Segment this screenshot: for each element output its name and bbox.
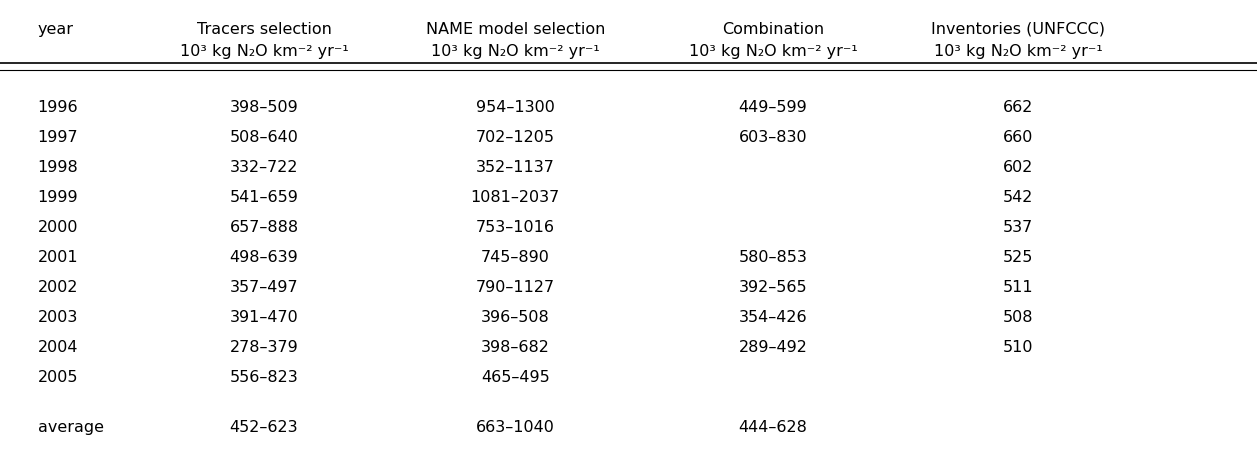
Text: 662: 662 xyxy=(1003,100,1033,115)
Text: 1999: 1999 xyxy=(38,190,78,205)
Text: 580–853: 580–853 xyxy=(739,250,807,265)
Text: 289–492: 289–492 xyxy=(739,340,807,355)
Text: 2000: 2000 xyxy=(38,220,78,235)
Text: 508–640: 508–640 xyxy=(230,130,298,145)
Text: Tracers selection: Tracers selection xyxy=(196,22,332,37)
Text: 2004: 2004 xyxy=(38,340,78,355)
Text: 1081–2037: 1081–2037 xyxy=(470,190,561,205)
Text: 449–599: 449–599 xyxy=(739,100,807,115)
Text: 663–1040: 663–1040 xyxy=(476,420,554,435)
Text: 508: 508 xyxy=(1003,310,1033,325)
Text: 660: 660 xyxy=(1003,130,1033,145)
Text: 753–1016: 753–1016 xyxy=(476,220,554,235)
Text: 332–722: 332–722 xyxy=(230,160,298,175)
Text: 10³ kg N₂O km⁻² yr⁻¹: 10³ kg N₂O km⁻² yr⁻¹ xyxy=(180,44,348,59)
Text: 525: 525 xyxy=(1003,250,1033,265)
Text: 603–830: 603–830 xyxy=(739,130,807,145)
Text: 1997: 1997 xyxy=(38,130,78,145)
Text: 444–628: 444–628 xyxy=(739,420,807,435)
Text: 745–890: 745–890 xyxy=(481,250,549,265)
Text: 278–379: 278–379 xyxy=(230,340,298,355)
Text: 790–1127: 790–1127 xyxy=(476,280,554,295)
Text: 702–1205: 702–1205 xyxy=(476,130,554,145)
Text: 541–659: 541–659 xyxy=(230,190,298,205)
Text: 357–497: 357–497 xyxy=(230,280,298,295)
Text: 398–509: 398–509 xyxy=(230,100,298,115)
Text: 354–426: 354–426 xyxy=(739,310,807,325)
Text: Inventories (UNFCCC): Inventories (UNFCCC) xyxy=(931,22,1105,37)
Text: 2001: 2001 xyxy=(38,250,78,265)
Text: 537: 537 xyxy=(1003,220,1033,235)
Text: 452–623: 452–623 xyxy=(230,420,298,435)
Text: 398–682: 398–682 xyxy=(481,340,549,355)
Text: 396–508: 396–508 xyxy=(481,310,549,325)
Text: 2002: 2002 xyxy=(38,280,78,295)
Text: 10³ kg N₂O km⁻² yr⁻¹: 10³ kg N₂O km⁻² yr⁻¹ xyxy=(431,44,600,59)
Text: NAME model selection: NAME model selection xyxy=(426,22,605,37)
Text: 465–495: 465–495 xyxy=(481,370,549,385)
Text: year: year xyxy=(38,22,74,37)
Text: 542: 542 xyxy=(1003,190,1033,205)
Text: 510: 510 xyxy=(1003,340,1033,355)
Text: 10³ kg N₂O km⁻² yr⁻¹: 10³ kg N₂O km⁻² yr⁻¹ xyxy=(689,44,857,59)
Text: 1996: 1996 xyxy=(38,100,78,115)
Text: Combination: Combination xyxy=(722,22,825,37)
Text: 511: 511 xyxy=(1003,280,1033,295)
Text: 602: 602 xyxy=(1003,160,1033,175)
Text: 954–1300: 954–1300 xyxy=(476,100,554,115)
Text: 10³ kg N₂O km⁻² yr⁻¹: 10³ kg N₂O km⁻² yr⁻¹ xyxy=(934,44,1102,59)
Text: 391–470: 391–470 xyxy=(230,310,298,325)
Text: 498–639: 498–639 xyxy=(230,250,298,265)
Text: 657–888: 657–888 xyxy=(230,220,298,235)
Text: 352–1137: 352–1137 xyxy=(476,160,554,175)
Text: 2005: 2005 xyxy=(38,370,78,385)
Text: 392–565: 392–565 xyxy=(739,280,807,295)
Text: 556–823: 556–823 xyxy=(230,370,298,385)
Text: 2003: 2003 xyxy=(38,310,78,325)
Text: 1998: 1998 xyxy=(38,160,78,175)
Text: average: average xyxy=(38,420,104,435)
